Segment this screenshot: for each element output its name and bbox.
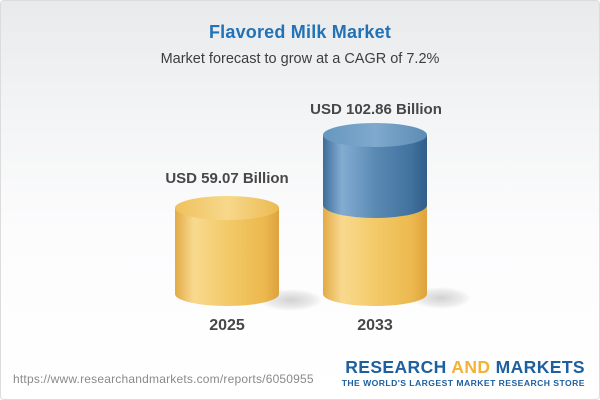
logo-word-research: RESEARCH [345, 356, 447, 377]
research-and-markets-logo: RESEARCH AND MARKETS THE WORLD'S LARGEST… [341, 356, 585, 388]
chart-subtitle: Market forecast to grow at a CAGR of 7.2… [160, 51, 440, 67]
logo-wordmark: RESEARCH AND MARKETS [342, 356, 585, 377]
category-label-2033: 2033 [357, 317, 393, 334]
value-label-2033: USD 102.86 Billion [310, 101, 442, 118]
logo-word-markets: MARKETS [495, 356, 585, 377]
bar-2025-cylinder [175, 196, 279, 306]
bar-2033-growth-segment [323, 123, 427, 218]
logo-word-and: AND [451, 356, 491, 377]
chart-title: Flavored Milk Market [208, 22, 392, 42]
category-label-2025: 2025 [209, 317, 245, 334]
report-url: https://www.researchandmarkets.com/repor… [13, 372, 314, 386]
value-label-2025: USD 59.07 Billion [165, 170, 289, 187]
logo-tagline: THE WORLD'S LARGEST MARKET RESEARCH STOR… [341, 378, 585, 388]
